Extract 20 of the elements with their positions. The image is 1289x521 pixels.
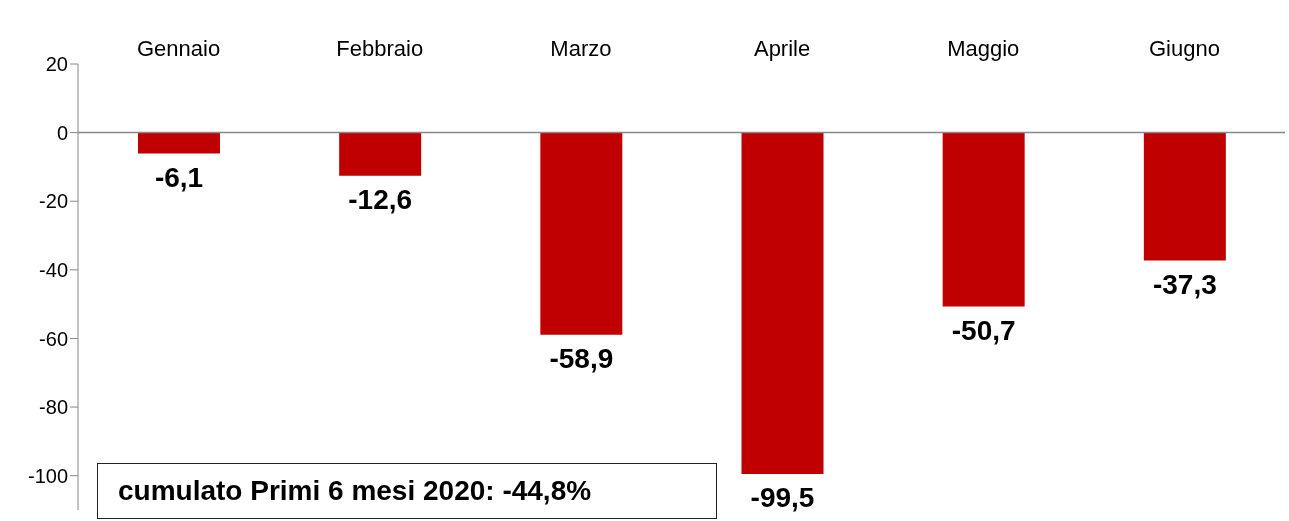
x-tick-label: Maggio (947, 36, 1020, 61)
y-tick-label: -100 (27, 464, 68, 487)
x-tick-label: Marzo (550, 36, 612, 61)
annotation: cumulato Primi 6 mesi 2020: -44,8% (97, 463, 717, 519)
y-tick-label: -40 (39, 258, 68, 281)
data-label: -58,9 (549, 343, 614, 375)
x-tick-label: Gennaio (136, 36, 221, 61)
y-tick-label: -60 (39, 327, 68, 350)
y-tick-label: 0 (56, 121, 68, 144)
x-tick-label: Febbraio (336, 36, 424, 61)
y-tick-label: -20 (39, 190, 68, 213)
data-label: -50,7 (951, 314, 1016, 346)
data-label: -99,5 (750, 482, 815, 514)
data-label: -12,6 (348, 184, 413, 216)
y-tick-label: 20 (45, 53, 68, 76)
y-tick-label: -80 (39, 396, 68, 419)
data-label: -37,3 (1152, 268, 1217, 300)
x-tick-label: Giugno (1148, 36, 1220, 61)
x-tick-label: Aprile (753, 36, 811, 61)
data-label: -6,1 (154, 161, 204, 193)
